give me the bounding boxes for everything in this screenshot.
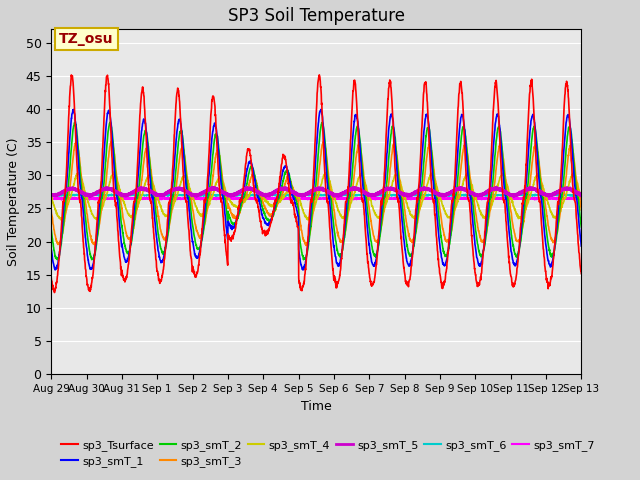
sp3_smT_5 bbox=[211, 185, 218, 191]
sp3_smT_1 bbox=[344, 196, 351, 202]
sp3_smT_4 bbox=[470, 193, 478, 199]
sp3_smT_1 bbox=[577, 243, 585, 249]
sp3_smT_6 bbox=[195, 192, 203, 198]
sp3_smT_3 bbox=[577, 207, 585, 213]
sp3_smT_3 bbox=[546, 230, 554, 236]
Line: sp3_smT_4: sp3_smT_4 bbox=[51, 172, 581, 220]
sp3_Tsurface bbox=[577, 271, 585, 276]
sp3_smT_1 bbox=[70, 107, 77, 112]
sp3_smT_2 bbox=[546, 247, 554, 252]
sp3_smT_5 bbox=[86, 193, 94, 199]
Legend: sp3_Tsurface, sp3_smT_1, sp3_smT_2, sp3_smT_3, sp3_smT_4, sp3_smT_5, sp3_smT_6, : sp3_Tsurface, sp3_smT_1, sp3_smT_2, sp3_… bbox=[57, 435, 599, 471]
sp3_smT_7 bbox=[577, 196, 585, 202]
Title: SP3 Soil Temperature: SP3 Soil Temperature bbox=[228, 7, 404, 25]
sp3_smT_4 bbox=[577, 194, 585, 200]
sp3_smT_6 bbox=[332, 192, 339, 198]
sp3_smT_1 bbox=[546, 262, 554, 267]
sp3_smT_2 bbox=[577, 224, 585, 230]
Line: sp3_smT_3: sp3_smT_3 bbox=[51, 141, 581, 245]
sp3_smT_4 bbox=[304, 217, 312, 223]
sp3_smT_7 bbox=[47, 196, 55, 202]
sp3_smT_4 bbox=[546, 204, 554, 210]
sp3_smT_5 bbox=[47, 192, 55, 198]
sp3_smT_2 bbox=[332, 238, 340, 244]
sp3_smT_7 bbox=[332, 195, 340, 201]
sp3_smT_7 bbox=[531, 196, 539, 202]
sp3_smT_7 bbox=[470, 195, 478, 201]
sp3_Tsurface bbox=[546, 281, 554, 287]
Line: sp3_smT_5: sp3_smT_5 bbox=[51, 188, 581, 196]
sp3_smT_1 bbox=[531, 123, 539, 129]
sp3_Tsurface bbox=[332, 281, 340, 287]
sp3_Tsurface bbox=[344, 195, 351, 201]
sp3_Tsurface bbox=[316, 72, 323, 78]
Line: sp3_smT_6: sp3_smT_6 bbox=[51, 194, 581, 196]
Line: sp3_Tsurface: sp3_Tsurface bbox=[51, 75, 581, 293]
sp3_smT_1 bbox=[332, 254, 340, 260]
sp3_smT_2 bbox=[531, 125, 539, 131]
Line: sp3_smT_7: sp3_smT_7 bbox=[51, 197, 581, 200]
Line: sp3_smT_2: sp3_smT_2 bbox=[51, 122, 581, 260]
sp3_smT_6 bbox=[546, 192, 554, 198]
Text: TZ_osu: TZ_osu bbox=[59, 32, 114, 46]
sp3_smT_5 bbox=[332, 192, 340, 198]
sp3_smT_7 bbox=[195, 196, 203, 202]
sp3_smT_1 bbox=[470, 236, 478, 242]
sp3_smT_2 bbox=[344, 208, 351, 214]
sp3_smT_3 bbox=[302, 242, 310, 248]
Line: sp3_smT_1: sp3_smT_1 bbox=[51, 109, 581, 270]
sp3_Tsurface bbox=[51, 290, 58, 296]
sp3_smT_4 bbox=[344, 210, 351, 216]
sp3_smT_2 bbox=[106, 119, 114, 125]
sp3_smT_3 bbox=[531, 144, 539, 150]
sp3_smT_5 bbox=[195, 192, 203, 198]
sp3_smT_1 bbox=[47, 246, 55, 252]
sp3_smT_6 bbox=[113, 191, 120, 197]
sp3_smT_4 bbox=[531, 177, 539, 182]
sp3_smT_2 bbox=[300, 257, 307, 263]
sp3_smT_6 bbox=[577, 192, 585, 197]
sp3_smT_3 bbox=[195, 234, 203, 240]
sp3_smT_2 bbox=[195, 245, 203, 251]
sp3_smT_6 bbox=[531, 192, 539, 197]
sp3_smT_7 bbox=[546, 196, 554, 202]
Y-axis label: Soil Temperature (C): Soil Temperature (C) bbox=[7, 138, 20, 266]
sp3_Tsurface bbox=[47, 275, 55, 280]
sp3_smT_4 bbox=[195, 211, 203, 217]
sp3_smT_1 bbox=[196, 249, 204, 255]
sp3_smT_7 bbox=[225, 194, 232, 200]
sp3_smT_7 bbox=[58, 197, 65, 203]
sp3_smT_5 bbox=[531, 186, 539, 192]
sp3_smT_5 bbox=[470, 192, 478, 198]
sp3_smT_6 bbox=[47, 192, 55, 198]
sp3_smT_3 bbox=[108, 138, 115, 144]
sp3_smT_3 bbox=[344, 216, 351, 222]
sp3_Tsurface bbox=[470, 266, 478, 272]
X-axis label: Time: Time bbox=[301, 400, 332, 413]
sp3_smT_3 bbox=[47, 207, 55, 213]
sp3_smT_6 bbox=[470, 192, 478, 198]
sp3_smT_6 bbox=[343, 192, 351, 198]
sp3_smT_4 bbox=[110, 169, 118, 175]
sp3_smT_3 bbox=[332, 221, 340, 227]
sp3_Tsurface bbox=[195, 255, 203, 261]
sp3_smT_5 bbox=[546, 192, 554, 198]
sp3_smT_4 bbox=[332, 200, 340, 206]
sp3_smT_3 bbox=[470, 201, 478, 207]
sp3_smT_7 bbox=[344, 195, 351, 201]
sp3_smT_4 bbox=[47, 193, 55, 199]
sp3_Tsurface bbox=[531, 131, 539, 136]
sp3_smT_5 bbox=[577, 192, 585, 198]
sp3_smT_5 bbox=[344, 188, 351, 193]
sp3_smT_2 bbox=[47, 226, 55, 232]
sp3_smT_1 bbox=[51, 267, 59, 273]
sp3_smT_6 bbox=[445, 193, 453, 199]
sp3_smT_2 bbox=[470, 217, 478, 223]
